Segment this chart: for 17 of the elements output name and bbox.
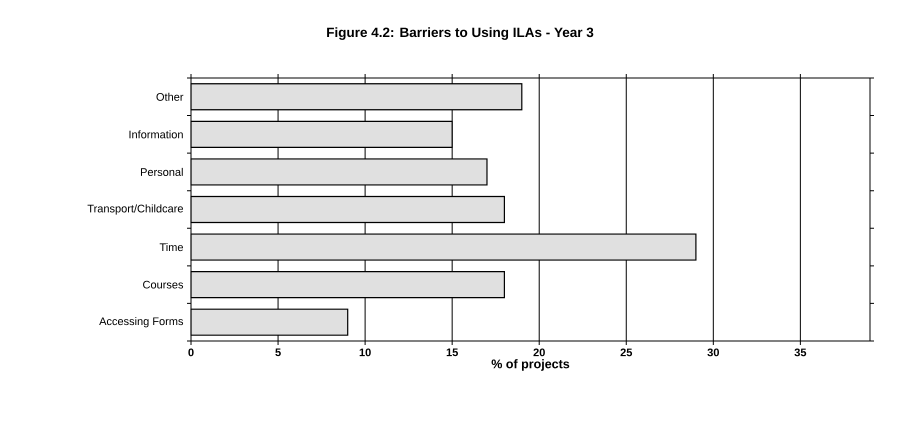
y-tick-label: Time — [160, 243, 183, 252]
chart-title: Figure 4.2: Barriers to Using ILAs - Year 3 — [327, 27, 594, 40]
x-tick-label: 0 — [188, 348, 194, 356]
x-tick-label: 35 — [794, 348, 806, 356]
x-tick-label: 25 — [620, 348, 632, 356]
x-tick-label: 10 — [360, 348, 371, 356]
y-tick-label: Courses — [143, 280, 184, 289]
y-tick-label: Information — [129, 130, 183, 138]
x-tick-label: 15 — [446, 348, 458, 356]
y-tick-label: Personal — [140, 168, 183, 176]
y-tick-label: Accessing Forms — [99, 317, 184, 328]
x-tick-label: 30 — [707, 348, 719, 356]
y-tick-label: Transport/Childcare — [88, 204, 183, 215]
y-tick-label: Other — [156, 92, 184, 101]
x-tick-label: 20 — [533, 348, 545, 356]
x-tick-label: 5 — [275, 348, 281, 356]
x-axis-title: % of projects — [492, 359, 570, 371]
